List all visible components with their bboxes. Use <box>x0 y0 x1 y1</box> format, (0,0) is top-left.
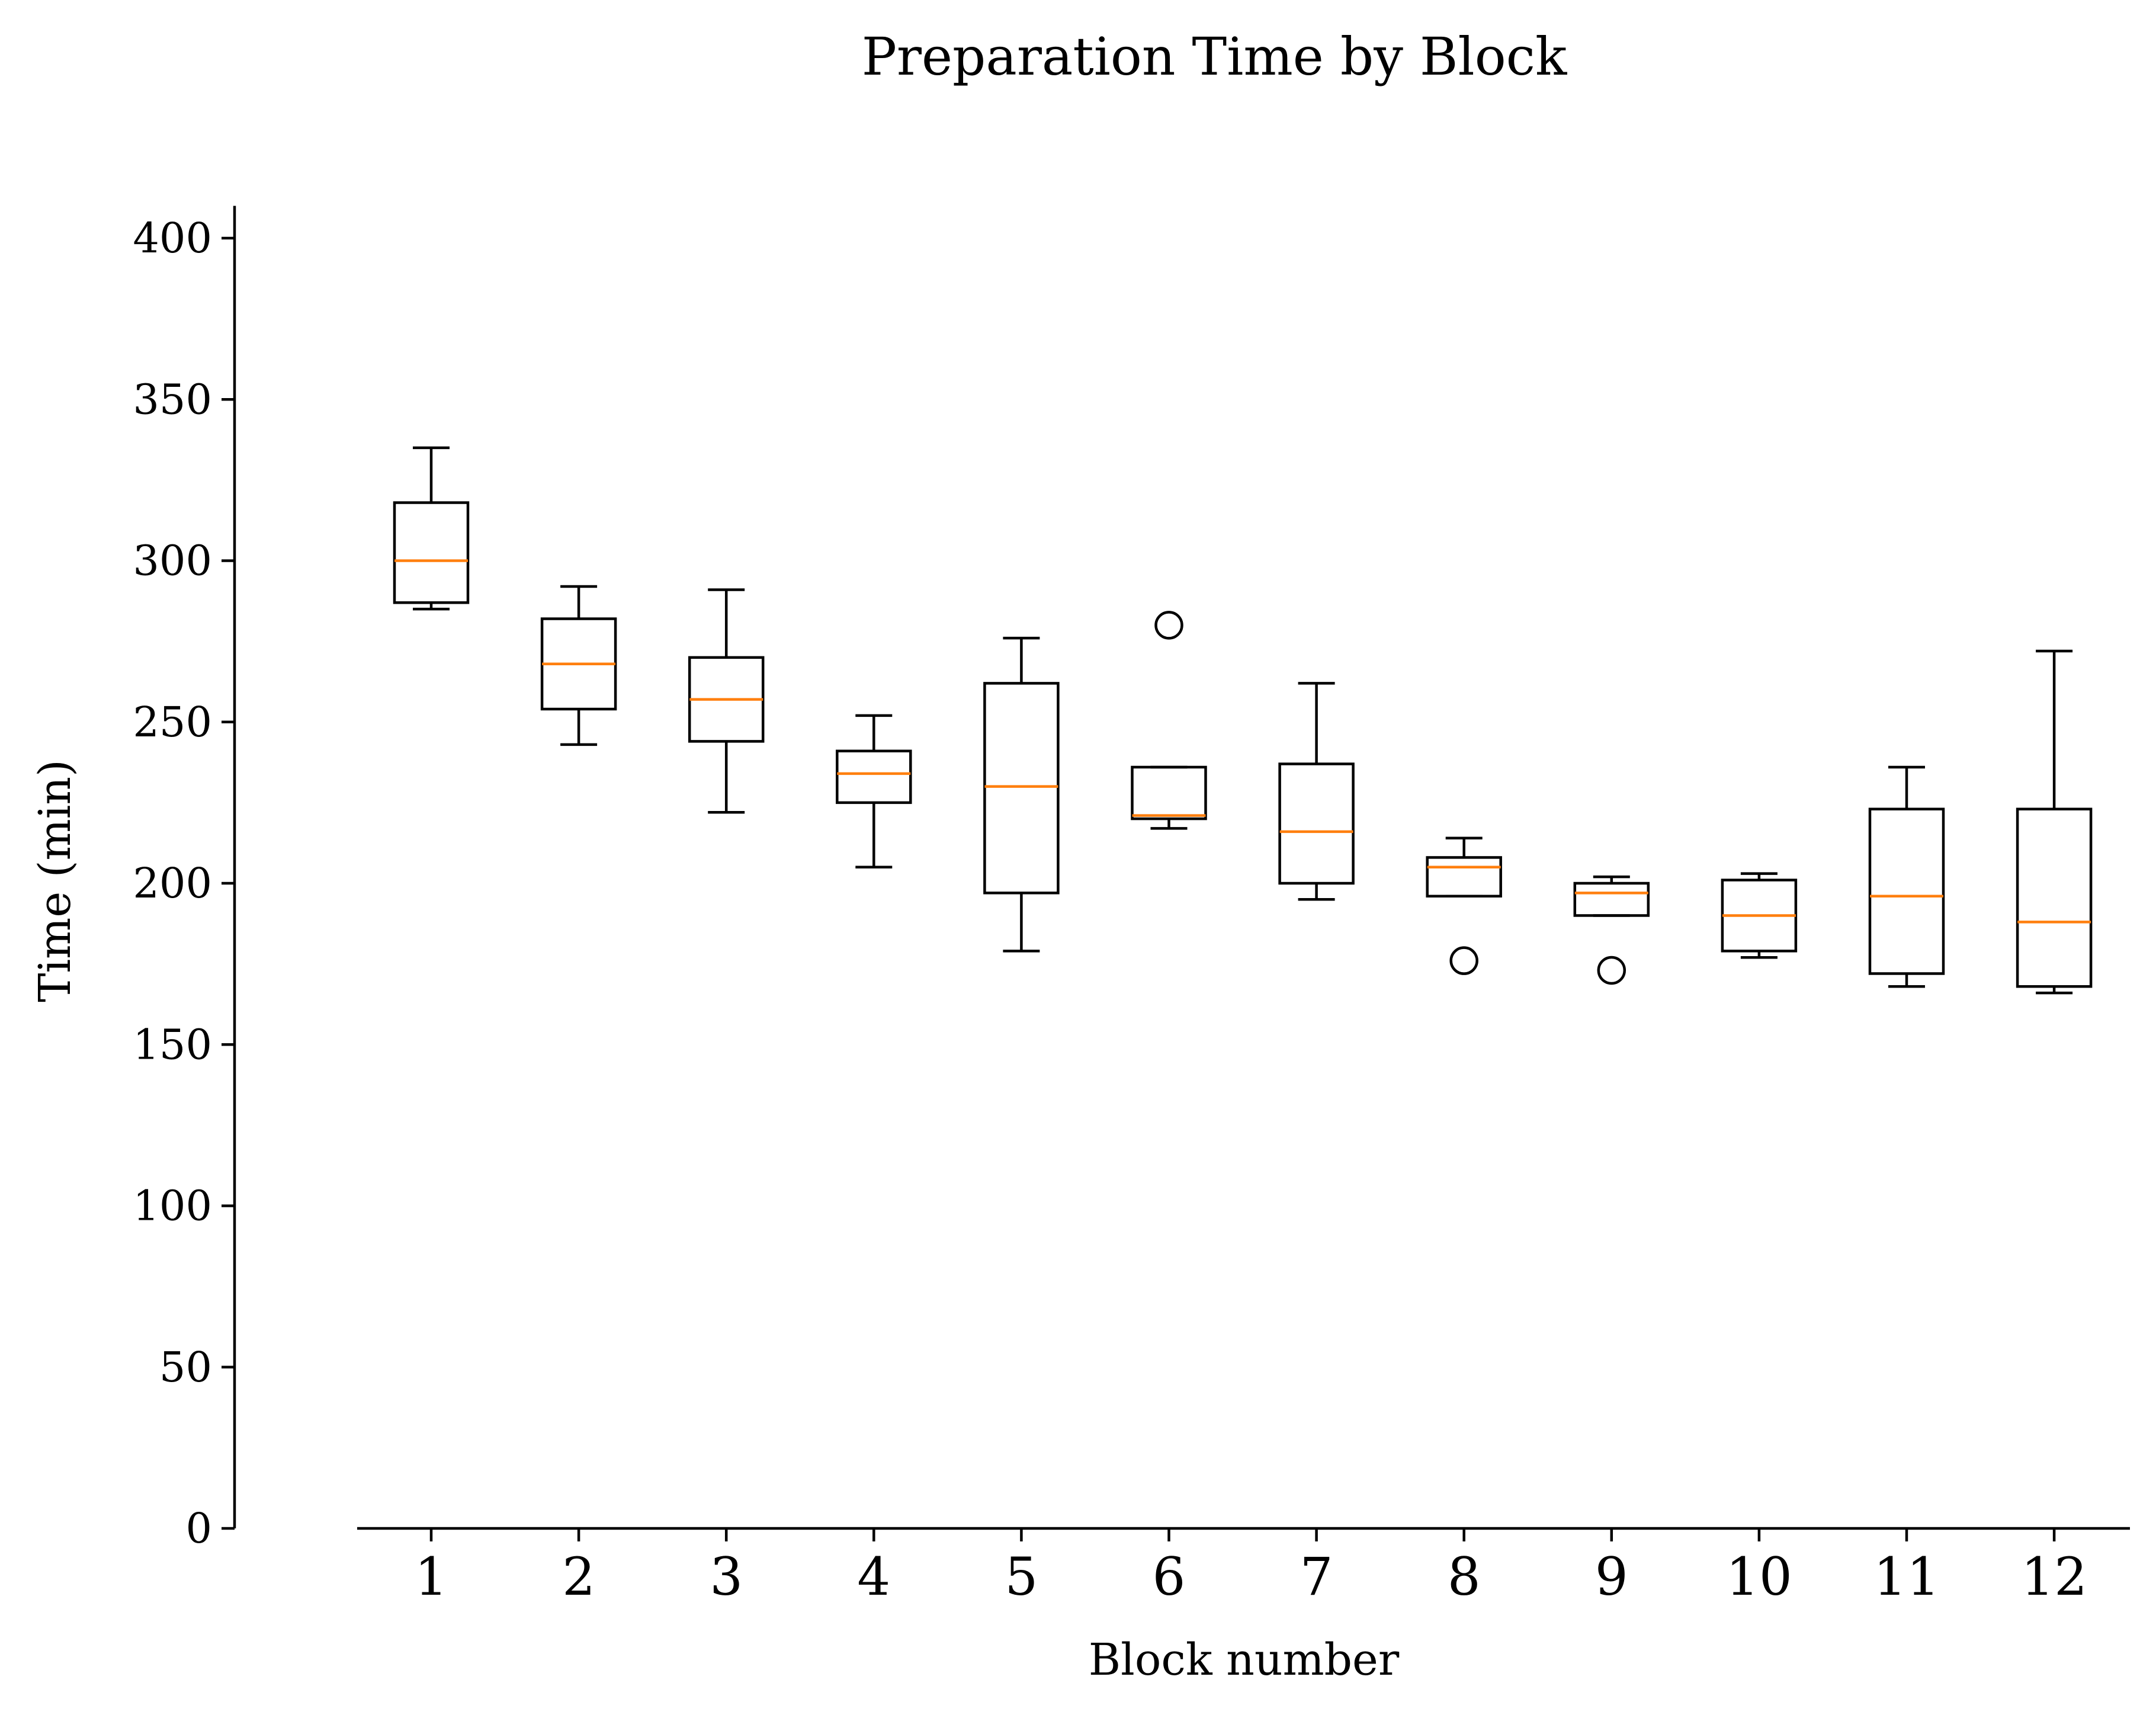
x-tick-label: 6 <box>1153 1546 1186 1607</box>
chart-title: Preparation Time by Block <box>862 26 1567 87</box>
x-tick-label: 2 <box>562 1546 595 1607</box>
x-axis: 1 2 3 4 5 6 7 8 9 10 11 12 <box>357 1527 2130 1607</box>
x-tick-label: 9 <box>1595 1546 1628 1607</box>
box-1 <box>393 446 470 611</box>
y-tick-label: 400 <box>133 214 212 262</box>
box-12 <box>2016 649 2093 995</box>
box-6 <box>1131 611 1207 830</box>
box-9 <box>1573 875 1650 985</box>
x-axis-label: Block number <box>1089 1634 1400 1685</box>
y-tick-label: 50 <box>159 1343 212 1392</box>
box-body <box>1131 765 1207 820</box>
x-tick-label: 10 <box>1726 1546 1792 1607</box>
y-tick-label: 350 <box>133 375 212 424</box>
box-8 <box>1426 836 1502 975</box>
x-tick-label: 3 <box>710 1546 743 1607</box>
box-body <box>393 501 470 604</box>
y-tick-label: 300 <box>133 537 212 585</box>
box-2 <box>540 585 617 746</box>
y-tick-label: 100 <box>133 1182 212 1230</box>
box-5 <box>983 636 1060 953</box>
box-series <box>393 446 2093 995</box>
x-tick-label: 12 <box>2021 1546 2087 1607</box>
y-axis-label: Time (min) <box>30 759 81 1002</box>
box-7 <box>1278 682 1355 901</box>
y-tick-label: 150 <box>133 1020 212 1069</box>
box-4 <box>836 714 912 869</box>
box-body <box>983 682 1060 895</box>
box-body <box>1278 762 1355 885</box>
box-body <box>1426 856 1502 898</box>
x-tick-label: 8 <box>1448 1546 1481 1607</box>
box-body <box>1868 807 1945 975</box>
outlier-point <box>1449 946 1478 975</box>
x-tick-label: 11 <box>1873 1546 1940 1607</box>
x-tick-label: 1 <box>415 1546 448 1607</box>
box-body <box>2016 807 2093 988</box>
y-tick-label: 200 <box>133 859 212 908</box>
x-tick-label: 5 <box>1005 1546 1038 1607</box>
y-tick-label: 250 <box>133 698 212 746</box>
y-tick-label: 0 <box>185 1504 212 1553</box>
box-body <box>836 749 912 804</box>
box-10 <box>1721 872 1798 959</box>
outlier-point <box>1597 956 1626 985</box>
outlier-point <box>1154 611 1183 640</box>
box-11 <box>1868 765 1945 988</box>
x-tick-label: 7 <box>1300 1546 1333 1607</box>
x-tick-label: 4 <box>857 1546 890 1607</box>
box-3 <box>688 588 765 814</box>
y-axis: 0 50 100 150 200 250 300 350 400 <box>133 206 236 1553</box>
box-body <box>1573 881 1650 917</box>
